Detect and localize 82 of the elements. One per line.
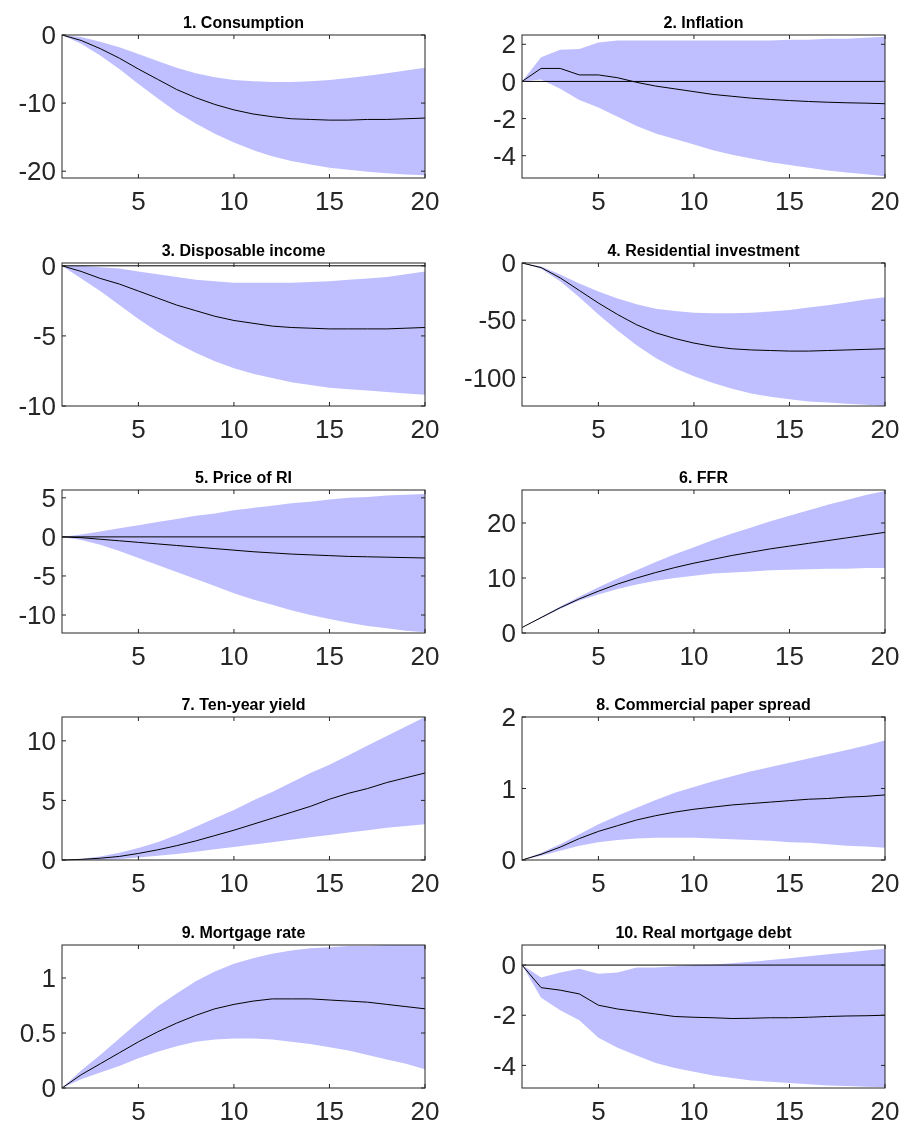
- x-tick-label: 20: [870, 414, 900, 444]
- x-tick-label: 10: [219, 186, 249, 216]
- y-tick-label: -10: [18, 391, 56, 422]
- x-tick-label: 15: [775, 414, 804, 444]
- x-tick-label: 10: [219, 641, 249, 671]
- y-tick-label: 0: [41, 1073, 56, 1104]
- y-tick-label: 0: [41, 521, 56, 552]
- x-tick-label: 15: [315, 414, 344, 444]
- y-tick-label: 20: [487, 508, 516, 539]
- x-tick-label: 20: [410, 1096, 440, 1126]
- x-tick-label: 5: [131, 186, 146, 216]
- y-tick-label: 0: [41, 845, 56, 876]
- x-tick-label: 5: [591, 186, 606, 216]
- y-tick-label: -10: [18, 600, 56, 631]
- x-tick-label: 15: [775, 868, 804, 898]
- x-tick-label: 5: [131, 868, 146, 898]
- x-tick-label: 20: [870, 868, 900, 898]
- x-tick-label: 10: [679, 868, 709, 898]
- y-tick-label: 10: [487, 563, 516, 594]
- x-tick-label: 15: [315, 1096, 344, 1126]
- y-tick-label: 2: [501, 702, 516, 733]
- y-tick-label: -100: [463, 362, 516, 393]
- x-tick-label: 10: [219, 1096, 249, 1126]
- y-tick-label: 5: [41, 482, 56, 513]
- x-tick-label: 5: [591, 641, 606, 671]
- x-tick-label: 20: [410, 868, 440, 898]
- chart-title: 1. Consumption: [183, 14, 304, 31]
- y-tick-label: -50: [478, 305, 516, 336]
- x-tick-label: 10: [219, 414, 249, 444]
- chart-title: 7. Ten-year yield: [181, 696, 306, 713]
- x-tick-label: 20: [870, 186, 900, 216]
- y-tick-label: -5: [32, 561, 56, 592]
- chart-title: 8. Commercial paper spread: [596, 696, 811, 713]
- y-tick-label: 0: [41, 20, 56, 51]
- chart-title: 2. Inflation: [663, 14, 744, 31]
- y-tick-label: 1: [501, 773, 516, 804]
- x-tick-label: 10: [679, 1096, 709, 1126]
- y-tick-label: 0: [501, 618, 516, 649]
- y-tick-label: 0: [501, 845, 516, 876]
- y-tick-label: 0: [501, 248, 516, 279]
- x-tick-label: 5: [591, 1096, 606, 1126]
- x-tick-label: 5: [591, 414, 606, 444]
- y-tick-label: 5: [41, 785, 56, 816]
- x-tick-label: 5: [131, 1096, 146, 1126]
- x-tick-label: 20: [410, 186, 440, 216]
- x-tick-label: 15: [315, 186, 344, 216]
- x-tick-label: 5: [131, 641, 146, 671]
- x-tick-label: 15: [775, 641, 804, 671]
- chart-title: 10. Real mortgage debt: [615, 924, 793, 941]
- x-tick-label: 10: [219, 868, 249, 898]
- x-tick-label: 5: [131, 414, 146, 444]
- y-tick-label: 0: [501, 66, 516, 97]
- chart-title: 9. Mortgage rate: [181, 924, 306, 941]
- y-tick-label: -4: [492, 1050, 516, 1081]
- x-tick-label: 5: [591, 868, 606, 898]
- chart-title: 5. Price of RI: [195, 469, 292, 486]
- y-tick-label: 0.5: [19, 1018, 56, 1049]
- chart-title: 4. Residential investment: [607, 242, 801, 259]
- x-tick-label: 15: [775, 186, 804, 216]
- x-tick-label: 10: [679, 186, 709, 216]
- y-tick-label: -2: [492, 103, 516, 134]
- y-tick-label: 0: [501, 950, 516, 981]
- y-tick-label: -20: [18, 156, 56, 187]
- y-tick-label: -10: [18, 88, 56, 119]
- x-tick-label: 15: [315, 641, 344, 671]
- y-tick-label: 2: [501, 29, 516, 60]
- chart-title: 3. Disposable income: [161, 242, 326, 259]
- y-tick-label: 0: [41, 250, 56, 281]
- y-tick-label: -2: [492, 1000, 516, 1031]
- x-tick-label: 20: [410, 641, 440, 671]
- x-tick-label: 15: [775, 1096, 804, 1126]
- y-tick-label: -5: [32, 321, 56, 351]
- x-tick-label: 10: [679, 414, 709, 444]
- x-tick-label: 15: [315, 868, 344, 898]
- x-tick-label: 20: [870, 641, 900, 671]
- y-tick-label: 1: [41, 963, 56, 994]
- x-tick-label: 20: [870, 1096, 900, 1126]
- y-tick-label: -4: [492, 140, 516, 171]
- chart-title: 6. FFR: [679, 469, 729, 486]
- y-tick-label: 10: [27, 725, 56, 756]
- x-tick-label: 20: [410, 414, 440, 444]
- x-tick-label: 10: [679, 641, 709, 671]
